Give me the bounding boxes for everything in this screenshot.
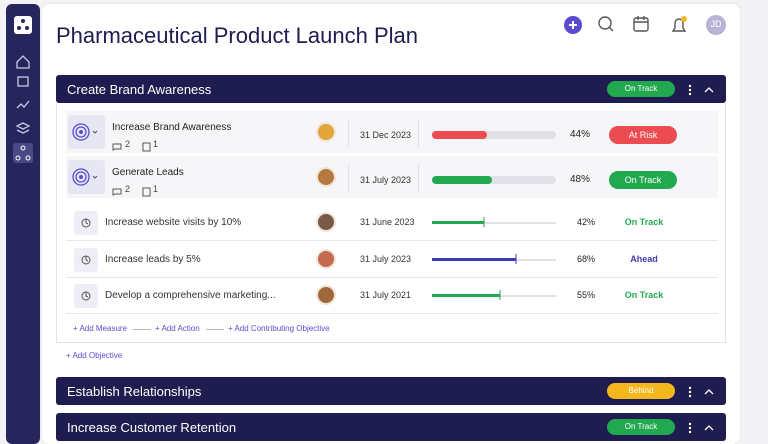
add-action-link[interactable]: + Add Action bbox=[155, 324, 200, 333]
due-date: 31 July 2023 bbox=[360, 253, 412, 264]
status-pill bbox=[607, 81, 675, 97]
key-result-row bbox=[66, 205, 718, 241]
status-pill[interactable] bbox=[609, 126, 677, 144]
objective-icon bbox=[68, 115, 105, 149]
progress-track bbox=[432, 222, 556, 224]
status-text: On Track bbox=[624, 217, 664, 227]
progress-fill bbox=[432, 294, 501, 297]
connector bbox=[133, 329, 151, 330]
key-result-icon bbox=[74, 211, 98, 235]
progress-track bbox=[432, 176, 556, 184]
connector bbox=[206, 329, 224, 330]
menu-icon[interactable] bbox=[684, 83, 696, 96]
progress-marker bbox=[515, 253, 518, 264]
progress-track bbox=[432, 131, 556, 139]
status-text: Ahead bbox=[630, 253, 658, 264]
divider bbox=[348, 119, 349, 147]
add-action-link[interactable]: + Add Measure bbox=[73, 324, 128, 333]
user-avatar[interactable]: JD bbox=[710, 19, 722, 29]
status-pill bbox=[607, 419, 675, 435]
section-title: Create Brand Awareness bbox=[67, 82, 212, 97]
divider bbox=[418, 164, 419, 192]
divider bbox=[418, 119, 419, 147]
comment-count: 2 bbox=[125, 139, 131, 149]
status-label: On Track bbox=[624, 175, 662, 185]
attachment-icon bbox=[141, 184, 151, 197]
owner-avatar bbox=[316, 122, 336, 142]
section-title: Establish Relationships bbox=[67, 384, 202, 399]
add-objective-link[interactable]: + Add Objective bbox=[66, 351, 123, 360]
due-date: 31 July 2021 bbox=[360, 290, 412, 300]
key-result-row bbox=[66, 242, 718, 278]
menu-icon[interactable] bbox=[684, 385, 696, 398]
status-label: Behind bbox=[628, 386, 654, 395]
objective-icon bbox=[68, 160, 105, 194]
page-title: Pharmaceutical Product Launch Plan bbox=[56, 23, 418, 48]
attachment-count: 1 bbox=[153, 139, 159, 149]
status-label: On Track bbox=[624, 84, 658, 93]
progress-label: 44% bbox=[570, 129, 591, 140]
key-result-row bbox=[66, 278, 718, 314]
section-title: Increase Customer Retention bbox=[67, 420, 237, 435]
divider bbox=[348, 164, 349, 192]
comment-icon bbox=[112, 184, 122, 196]
due-date: 31 June 2023 bbox=[360, 217, 415, 227]
collapse-icon[interactable] bbox=[703, 83, 715, 95]
progress-label: 68% bbox=[577, 253, 596, 264]
attachment-count: 1 bbox=[153, 184, 159, 194]
due-date: 31 Dec 2023 bbox=[360, 130, 412, 140]
progress-fill bbox=[432, 257, 517, 261]
menu-icon[interactable] bbox=[684, 421, 696, 434]
status-text: On Track bbox=[624, 290, 664, 300]
objective-title: Generate Leads bbox=[112, 167, 184, 178]
owner-avatar bbox=[316, 285, 336, 305]
status-label: At Risk bbox=[628, 130, 658, 140]
status-label: On Track bbox=[624, 422, 658, 431]
progress-fill bbox=[432, 176, 492, 184]
comment-icon bbox=[112, 139, 122, 151]
collapse-icon[interactable] bbox=[703, 421, 715, 433]
header-icons[interactable] bbox=[560, 11, 730, 41]
progress-label: 55% bbox=[577, 290, 596, 300]
progress-label: 48% bbox=[570, 174, 591, 185]
progress-fill bbox=[432, 131, 487, 139]
key-result-title: Increase leads by 5% bbox=[105, 253, 201, 265]
due-date: 31 July 2023 bbox=[360, 175, 412, 185]
attachment-icon bbox=[141, 139, 151, 152]
status-pill bbox=[607, 383, 675, 399]
progress-label: 42% bbox=[577, 217, 596, 227]
key-result-icon bbox=[74, 247, 98, 272]
objective-title: Increase Brand Awareness bbox=[112, 122, 232, 133]
key-result-icon bbox=[74, 284, 98, 308]
progress-marker bbox=[499, 290, 502, 300]
owner-avatar bbox=[316, 248, 336, 269]
key-result-title: Increase website visits by 10% bbox=[105, 217, 242, 228]
progress-marker bbox=[483, 217, 486, 227]
status-pill[interactable] bbox=[609, 171, 677, 189]
progress-fill bbox=[432, 221, 485, 224]
sidebar-icons bbox=[13, 16, 33, 163]
key-result-title: Develop a comprehensive marketing... bbox=[105, 290, 276, 301]
collapse-icon[interactable] bbox=[703, 385, 715, 397]
owner-avatar bbox=[316, 167, 336, 187]
owner-avatar bbox=[316, 212, 336, 232]
comment-count: 2 bbox=[125, 184, 131, 194]
sidebar bbox=[6, 4, 40, 444]
add-action-link[interactable]: + Add Contributing Objective bbox=[228, 324, 330, 333]
